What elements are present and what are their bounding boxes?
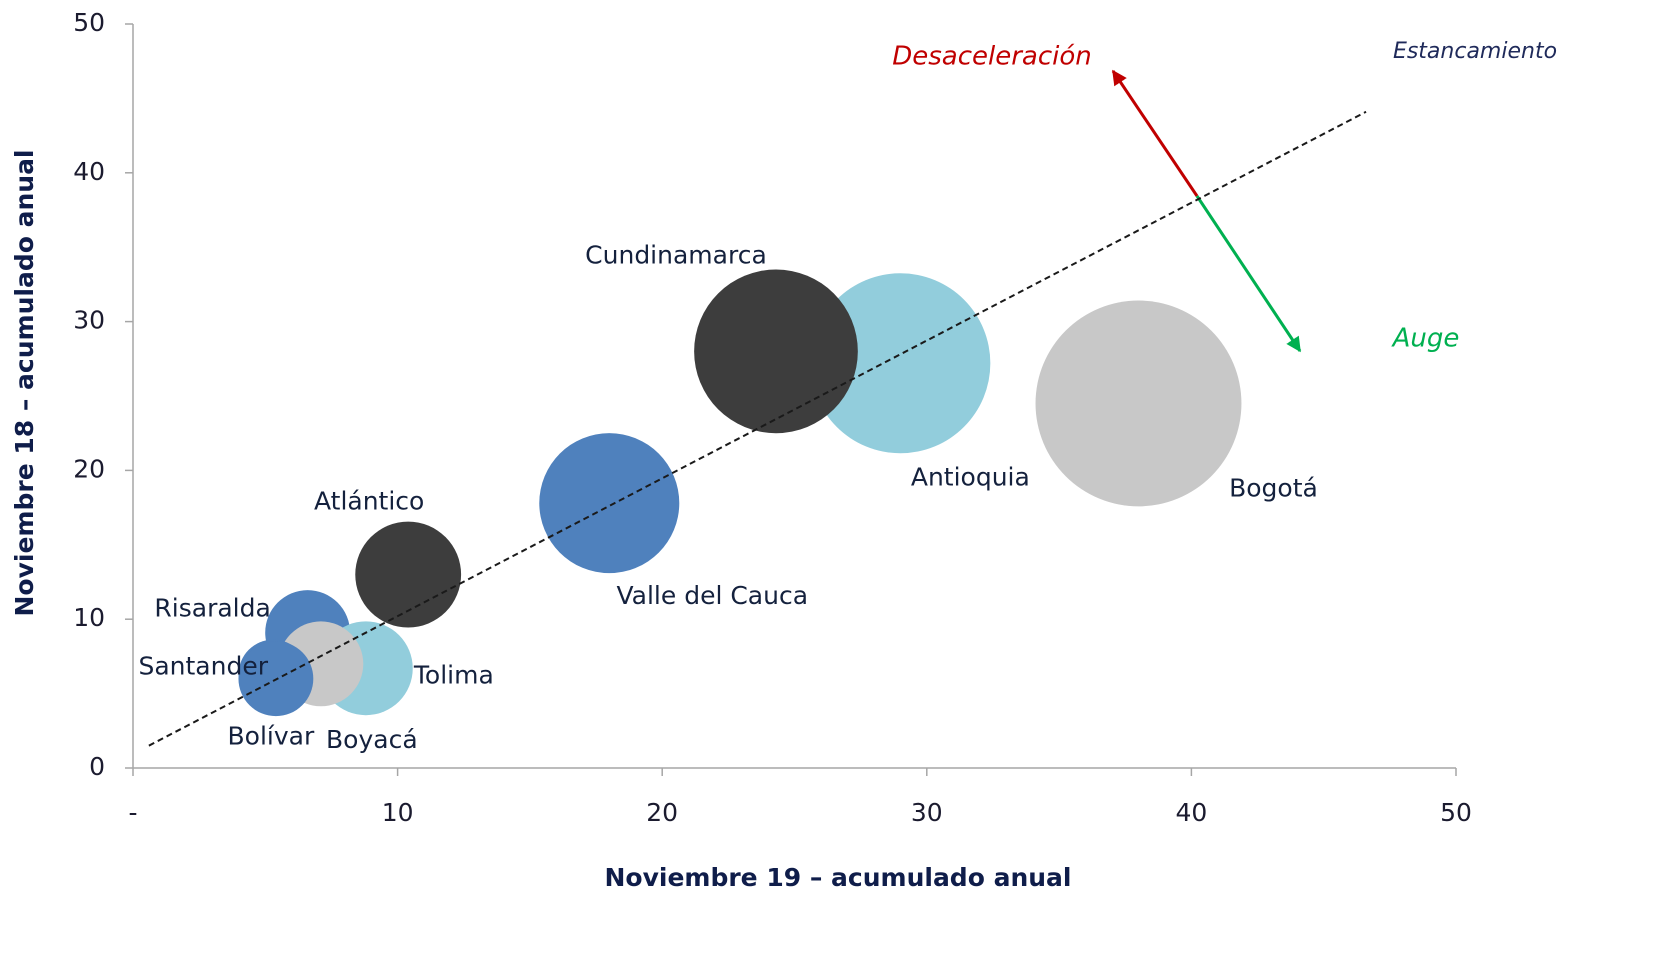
bubble: [355, 521, 462, 628]
bubble: [694, 269, 858, 434]
y-tick-label: 40: [73, 157, 105, 186]
trend-line: [148, 110, 1367, 747]
y-tick-label: 50: [73, 8, 105, 37]
bubble-label: Tolima: [413, 660, 494, 689]
bubble: [539, 433, 680, 574]
bubble-label: Bogotá: [1229, 473, 1318, 502]
annotation: Estancamiento: [1393, 39, 1557, 64]
x-tick-label: 20: [646, 798, 678, 827]
y-tick-label: 20: [73, 454, 105, 483]
bubble-label: Cundinamarca: [585, 240, 767, 269]
bubble-label: Bolívar: [228, 722, 315, 751]
bubble-label: Valle del Cauca: [617, 581, 809, 610]
y-tick-label: 30: [73, 306, 105, 335]
x-axis-title: Noviembre 19 – acumulado anual: [604, 863, 1071, 892]
y-axis-title: Noviembre 18 – acumulado anual: [10, 149, 39, 616]
arrow-deceleration: [1111, 69, 1199, 197]
bubble-label: Santander: [138, 651, 268, 680]
bubble-label: Boyacá: [326, 725, 418, 754]
y-tick-label: 0: [89, 752, 105, 781]
y-tick-label: 10: [73, 603, 105, 632]
bubble-label: Antioquia: [911, 462, 1030, 491]
bubble: [810, 273, 991, 454]
bubble-label: Atlántico: [314, 487, 424, 516]
arrow-boom: [1195, 195, 1302, 353]
x-tick-label: -: [128, 798, 137, 827]
annotation: Desaceleración: [892, 42, 1092, 72]
annotation: Auge: [1391, 324, 1460, 354]
bubble-label: Risaralda: [154, 594, 270, 623]
x-tick-label: 30: [911, 798, 943, 827]
bubble: [1035, 300, 1242, 507]
x-tick-label: 50: [1440, 798, 1472, 827]
x-tick-label: 10: [382, 798, 414, 827]
x-tick-label: 40: [1175, 798, 1207, 827]
bubbles: [238, 269, 1242, 717]
